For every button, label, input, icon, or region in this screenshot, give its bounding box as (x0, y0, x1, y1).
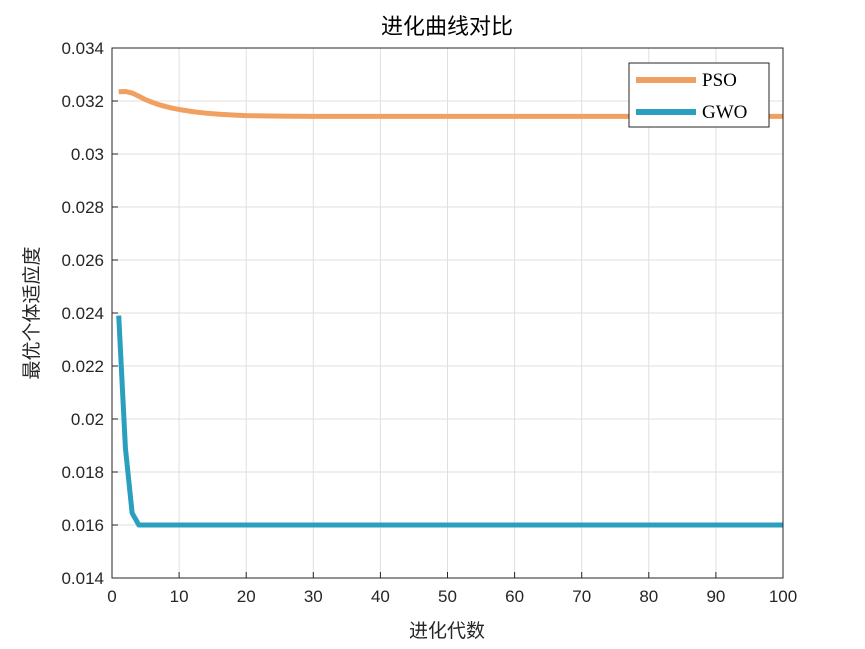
x-tick-label: 0 (107, 587, 116, 606)
legend: PSO GWO (628, 62, 770, 128)
x-tick-label: 30 (304, 587, 323, 606)
y-tick-label: 0.032 (61, 92, 104, 111)
x-tick-label: 100 (769, 587, 797, 606)
y-tick-label: 0.016 (61, 516, 104, 535)
y-tick-label: 0.034 (61, 39, 104, 58)
legend-label-pso: PSO (702, 70, 737, 91)
x-tick-label: 90 (706, 587, 725, 606)
y-tick-label: 0.03 (71, 145, 104, 164)
series-line-gwo (116, 315, 783, 528)
series-line-pso (118, 88, 783, 119)
legend-label-gwo: GWO (702, 102, 747, 123)
x-tick-label: 40 (371, 587, 390, 606)
chart-title: 进化曲线对比 (381, 15, 513, 40)
y-axis-title: 最优个体适应度 (21, 246, 43, 379)
y-tick-label: 0.022 (61, 357, 104, 376)
y-tick-label: 0.026 (61, 251, 104, 270)
x-tick-label: 20 (237, 587, 256, 606)
ticks: 0 10 20 30 40 50 60 70 80 90 100 0.014 0.016 0.018 0.0… (61, 39, 797, 606)
x-tick-label: 80 (639, 587, 658, 606)
y-tick-label: 0.028 (61, 198, 104, 217)
x-tick-label: 50 (438, 587, 457, 606)
series-layer (116, 88, 783, 528)
x-tick-label: 10 (170, 587, 189, 606)
y-tick-label: 0.024 (61, 304, 104, 323)
x-tick-label: 70 (572, 587, 591, 606)
x-tick-label: 60 (505, 587, 524, 606)
y-tick-label: 0.02 (71, 410, 104, 429)
legend-box (628, 62, 770, 128)
y-tick-label: 0.018 (61, 463, 104, 482)
x-axis-title: 进化代数 (409, 620, 485, 642)
y-tick-label: 0.014 (61, 569, 104, 588)
